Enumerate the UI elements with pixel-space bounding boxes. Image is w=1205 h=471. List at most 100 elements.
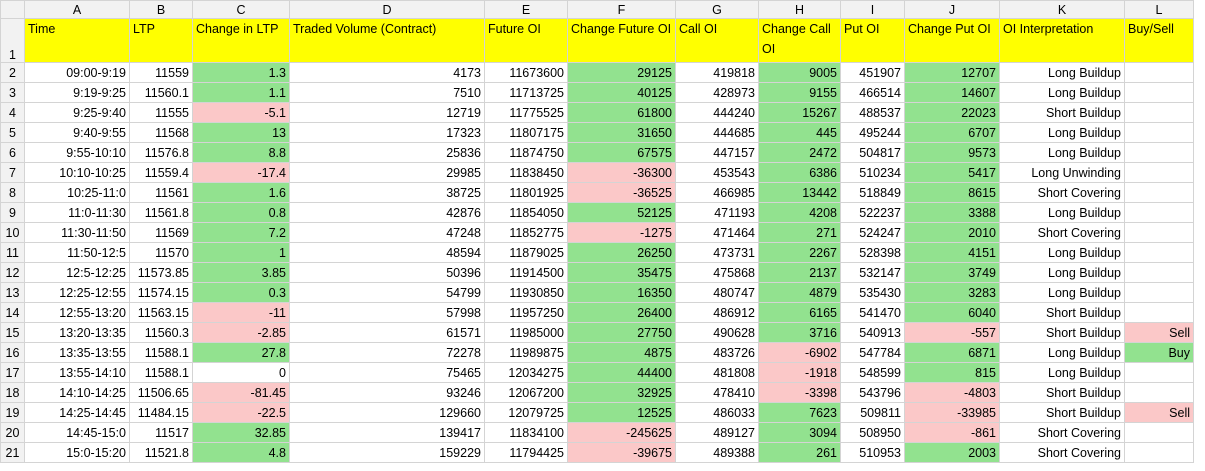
cell-call-oi[interactable]: 473731 (675, 242, 759, 263)
cell-change-put-oi[interactable]: 12707 (904, 62, 1000, 83)
cell-future-oi[interactable]: 11775525 (484, 102, 568, 123)
column-header-f[interactable]: F (567, 0, 676, 19)
column-header-e[interactable]: E (484, 0, 568, 19)
cell-oi-interpretation[interactable]: Long Buildup (999, 262, 1125, 283)
cell-call-oi[interactable]: 489388 (675, 442, 759, 463)
cell-future-oi[interactable]: 11807175 (484, 122, 568, 143)
cell-time[interactable]: 11:30-11:50 (24, 222, 130, 243)
cell-change-future-oi[interactable]: 16350 (567, 282, 676, 303)
cell-oi-interpretation[interactable]: Short Covering (999, 422, 1125, 443)
row-number[interactable]: 20 (0, 422, 25, 443)
cell-change-future-oi[interactable]: 32925 (567, 382, 676, 403)
cell-time[interactable]: 15:0-15:20 (24, 442, 130, 463)
cell-time[interactable]: 9:25-9:40 (24, 102, 130, 123)
cell-future-oi[interactable]: 11838450 (484, 162, 568, 183)
cell-traded-volume[interactable]: 57998 (289, 302, 485, 323)
cell-buy-sell[interactable] (1124, 382, 1194, 403)
cell-future-oi[interactable]: 11985000 (484, 322, 568, 343)
cell-change-ltp[interactable]: -81.45 (192, 382, 290, 403)
cell-traded-volume[interactable]: 93246 (289, 382, 485, 403)
cell-put-oi[interactable]: 543796 (840, 382, 905, 403)
cell-future-oi[interactable]: 11834100 (484, 422, 568, 443)
cell-change-call-oi[interactable]: 4879 (758, 282, 841, 303)
cell-buy-sell[interactable] (1124, 422, 1194, 443)
cell-oi-interpretation[interactable]: Long Buildup (999, 62, 1125, 83)
cell-ltp[interactable]: 11560.3 (129, 322, 193, 343)
cell-change-ltp[interactable]: 1.1 (192, 82, 290, 103)
cell-buy-sell[interactable] (1124, 222, 1194, 243)
cell-change-future-oi[interactable]: 26400 (567, 302, 676, 323)
row-number[interactable]: 19 (0, 402, 25, 423)
cell-buy-sell[interactable] (1124, 202, 1194, 223)
cell-traded-volume[interactable]: 47248 (289, 222, 485, 243)
cell-traded-volume[interactable]: 12719 (289, 102, 485, 123)
cell-change-put-oi[interactable]: 14607 (904, 82, 1000, 103)
cell-change-put-oi[interactable]: 22023 (904, 102, 1000, 123)
cell-call-oi[interactable]: 444240 (675, 102, 759, 123)
cell-future-oi[interactable]: 11852775 (484, 222, 568, 243)
cell-traded-volume[interactable]: 17323 (289, 122, 485, 143)
header-cell-change-ltp[interactable]: Change in LTP (192, 18, 290, 63)
cell-oi-interpretation[interactable]: Short Covering (999, 442, 1125, 463)
cell-traded-volume[interactable]: 54799 (289, 282, 485, 303)
cell-change-future-oi[interactable]: 4875 (567, 342, 676, 363)
cell-ltp[interactable]: 11521.8 (129, 442, 193, 463)
row-number[interactable]: 10 (0, 222, 25, 243)
cell-change-put-oi[interactable]: -861 (904, 422, 1000, 443)
cell-time[interactable]: 13:35-13:55 (24, 342, 130, 363)
cell-change-call-oi[interactable]: 9005 (758, 62, 841, 83)
cell-change-put-oi[interactable]: 6707 (904, 122, 1000, 143)
cell-put-oi[interactable]: 509811 (840, 402, 905, 423)
cell-future-oi[interactable]: 11989875 (484, 342, 568, 363)
cell-put-oi[interactable]: 466514 (840, 82, 905, 103)
cell-change-call-oi[interactable]: 6165 (758, 302, 841, 323)
cell-time[interactable]: 9:55-10:10 (24, 142, 130, 163)
row-number[interactable]: 1 (0, 18, 25, 63)
cell-call-oi[interactable]: 480747 (675, 282, 759, 303)
cell-ltp[interactable]: 11570 (129, 242, 193, 263)
row-number[interactable]: 8 (0, 182, 25, 203)
cell-future-oi[interactable]: 11930850 (484, 282, 568, 303)
cell-change-call-oi[interactable]: -6902 (758, 342, 841, 363)
cell-change-call-oi[interactable]: 2472 (758, 142, 841, 163)
cell-call-oi[interactable]: 478410 (675, 382, 759, 403)
header-cell-change-call-oi[interactable]: Change Call OI (758, 18, 841, 63)
cell-change-ltp[interactable]: -11 (192, 302, 290, 323)
cell-oi-interpretation[interactable]: Long Buildup (999, 122, 1125, 143)
cell-put-oi[interactable]: 540913 (840, 322, 905, 343)
cell-oi-interpretation[interactable]: Short Buildup (999, 102, 1125, 123)
cell-change-put-oi[interactable]: 3283 (904, 282, 1000, 303)
cell-change-ltp[interactable]: 7.2 (192, 222, 290, 243)
cell-change-ltp[interactable]: 4.8 (192, 442, 290, 463)
cell-oi-interpretation[interactable]: Short Covering (999, 182, 1125, 203)
cell-put-oi[interactable]: 504817 (840, 142, 905, 163)
cell-ltp[interactable]: 11517 (129, 422, 193, 443)
cell-traded-volume[interactable]: 61571 (289, 322, 485, 343)
cell-buy-sell[interactable] (1124, 162, 1194, 183)
cell-ltp[interactable]: 11484.15 (129, 402, 193, 423)
cell-future-oi[interactable]: 11879025 (484, 242, 568, 263)
cell-put-oi[interactable]: 451907 (840, 62, 905, 83)
cell-traded-volume[interactable]: 42876 (289, 202, 485, 223)
cell-change-future-oi[interactable]: 61800 (567, 102, 676, 123)
column-header-c[interactable]: C (192, 0, 290, 19)
cell-change-ltp[interactable]: 8.8 (192, 142, 290, 163)
row-number[interactable]: 9 (0, 202, 25, 223)
cell-ltp[interactable]: 11506.65 (129, 382, 193, 403)
cell-change-put-oi[interactable]: 4151 (904, 242, 1000, 263)
cell-oi-interpretation[interactable]: Long Buildup (999, 362, 1125, 383)
cell-change-call-oi[interactable]: 3716 (758, 322, 841, 343)
cell-traded-volume[interactable]: 139417 (289, 422, 485, 443)
cell-change-call-oi[interactable]: 2267 (758, 242, 841, 263)
row-number[interactable]: 16 (0, 342, 25, 363)
cell-put-oi[interactable]: 548599 (840, 362, 905, 383)
row-number[interactable]: 21 (0, 442, 25, 463)
cell-traded-volume[interactable]: 25836 (289, 142, 485, 163)
cell-future-oi[interactable]: 11914500 (484, 262, 568, 283)
cell-time[interactable]: 10:25-11:0 (24, 182, 130, 203)
cell-time[interactable]: 13:20-13:35 (24, 322, 130, 343)
cell-change-ltp[interactable]: 32.85 (192, 422, 290, 443)
cell-buy-sell[interactable] (1124, 362, 1194, 383)
column-header-h[interactable]: H (758, 0, 841, 19)
cell-traded-volume[interactable]: 48594 (289, 242, 485, 263)
